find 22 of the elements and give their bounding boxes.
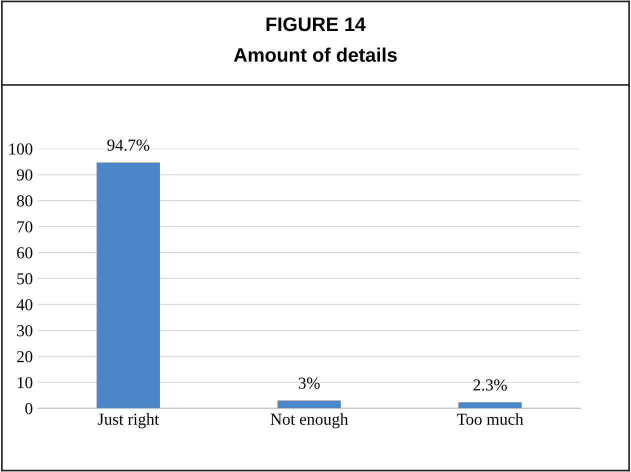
y-tick-label: 50 bbox=[17, 273, 32, 284]
data-label: 2.3% bbox=[473, 379, 507, 391]
data-label: 94.7% bbox=[107, 139, 150, 151]
y-tick-label: 70 bbox=[17, 221, 32, 233]
y-tick-label: 20 bbox=[17, 351, 32, 362]
bar bbox=[96, 162, 160, 408]
bar bbox=[278, 400, 341, 408]
y-tick-label: 30 bbox=[17, 325, 32, 336]
data-label: 3% bbox=[298, 378, 320, 389]
y-tick-label: 10 bbox=[18, 377, 32, 388]
bar bbox=[458, 402, 522, 408]
y-tick-label: 60 bbox=[17, 247, 32, 258]
y-tick-label: 0 bbox=[25, 402, 32, 414]
x-tick-label: Too much bbox=[456, 413, 524, 425]
x-tick-label: Just right bbox=[98, 413, 159, 428]
x-tick-label: Not enough bbox=[270, 413, 348, 428]
chart-subtitle: Amount of details bbox=[234, 48, 397, 62]
y-tick-label: 90 bbox=[16, 169, 32, 181]
y-tick-label: 100 bbox=[9, 143, 32, 155]
y-tick-label: 80 bbox=[16, 195, 32, 207]
y-tick-label: 40 bbox=[16, 299, 32, 310]
chart-title: FIGURE 14 bbox=[266, 17, 366, 32]
